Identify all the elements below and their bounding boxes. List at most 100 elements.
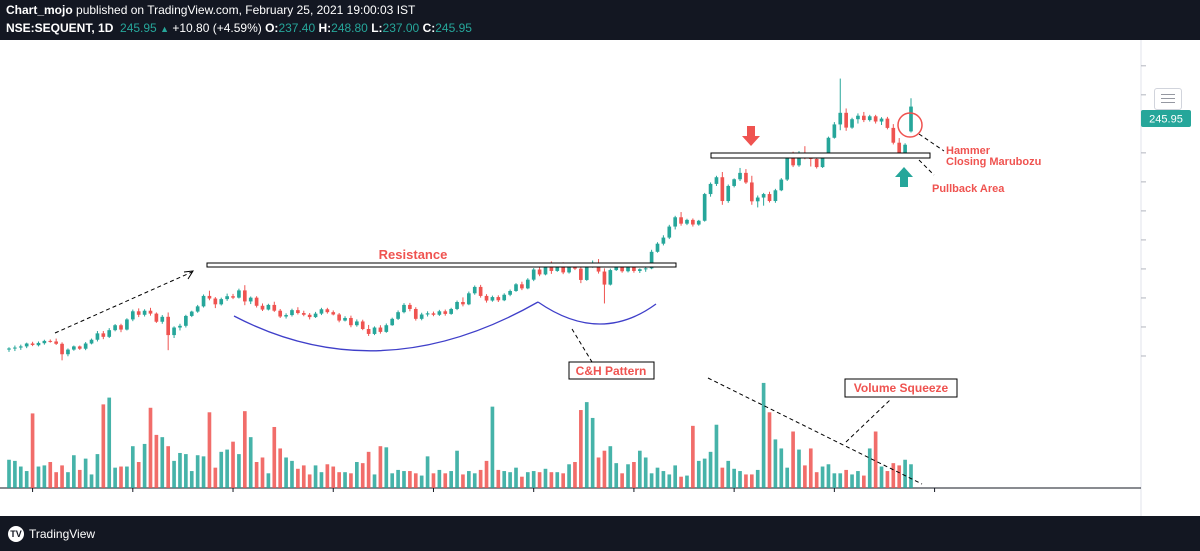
volume-bar — [248, 437, 253, 488]
candle-body — [661, 237, 666, 244]
volume-bar — [708, 451, 713, 488]
candle-body — [909, 106, 913, 132]
candle-body — [307, 314, 312, 318]
candle-body — [225, 296, 229, 300]
candlestick-chart[interactable]: Resistance — [0, 40, 1200, 516]
chart-area[interactable]: Resistance — [0, 40, 1200, 516]
candle-body — [856, 115, 860, 120]
candle-body — [744, 172, 748, 183]
volume-bar — [142, 443, 147, 488]
volume-bar — [237, 454, 241, 488]
candle-body — [850, 119, 854, 128]
high-label: H: — [318, 21, 332, 35]
symbol-label[interactable]: NSE:SEQUENT, 1D — [6, 21, 114, 35]
candle-body — [655, 243, 660, 252]
volume-bar — [685, 475, 689, 488]
volume-bar — [867, 448, 872, 488]
candle-body — [160, 316, 165, 322]
trend-arrow-line[interactable] — [54, 271, 193, 334]
volume-bar — [531, 471, 536, 488]
candle-body — [643, 268, 648, 270]
squeeze-pointer-line — [845, 399, 891, 443]
candle-body — [814, 158, 819, 168]
volume-bar — [419, 475, 424, 488]
candle-body — [897, 142, 902, 154]
candle-body — [296, 310, 300, 314]
candle-body — [402, 304, 406, 313]
volume-bar — [626, 464, 630, 488]
candle-body — [136, 311, 141, 315]
candle-body — [626, 267, 630, 272]
candle-body — [189, 311, 194, 316]
volume-bar — [455, 450, 459, 488]
candle-body — [83, 343, 88, 349]
volume-bar — [873, 431, 878, 488]
volume-bar — [7, 459, 11, 488]
up-arrow-icon — [895, 167, 913, 187]
volume-bar — [30, 413, 35, 488]
hammer-pointer-line — [918, 133, 945, 152]
volume-bar — [803, 465, 807, 488]
candle-body — [867, 116, 872, 121]
volume-bar — [502, 471, 507, 488]
volume-bar — [496, 469, 501, 488]
volume-bar — [266, 473, 271, 488]
menu-icon[interactable] — [1154, 88, 1182, 110]
volume-bar — [366, 451, 371, 488]
resistance-line[interactable] — [206, 262, 677, 268]
author-name[interactable]: Chart_mojo — [6, 3, 73, 17]
volume-bar — [744, 474, 748, 488]
candle-body — [472, 286, 477, 294]
volume-bar — [472, 473, 477, 488]
tradingview-logo[interactable]: TV TradingView — [8, 526, 95, 542]
candle-body — [455, 302, 459, 309]
volume-bar — [83, 458, 88, 488]
pullback-area-box[interactable] — [710, 152, 931, 159]
volume-bar — [643, 457, 648, 488]
volume-squeeze-box — [844, 378, 958, 398]
candle-body — [60, 343, 64, 355]
volume-bar — [579, 410, 583, 488]
hammer-circle[interactable] — [897, 112, 923, 138]
candle-body — [213, 298, 218, 305]
cup-curve[interactable] — [233, 301, 539, 352]
volume-bar — [172, 460, 176, 488]
volume-bar — [136, 462, 141, 488]
volume-bar — [431, 473, 436, 488]
volume-bar — [761, 382, 766, 488]
candle-body — [531, 269, 536, 280]
volume-bar — [844, 469, 848, 488]
volume-bar — [525, 472, 530, 488]
candle-body — [785, 157, 790, 180]
candle-body — [537, 269, 542, 275]
candle-body — [72, 346, 76, 350]
volume-bar — [89, 474, 94, 488]
volume-bar — [814, 472, 819, 488]
candle-body — [714, 177, 719, 184]
trend-arrow-head-icon — [183, 270, 194, 280]
candle-body — [201, 295, 206, 307]
candle-body — [602, 271, 607, 285]
volume-bar — [72, 455, 76, 488]
volume-bar — [307, 474, 312, 488]
candle-body — [24, 343, 29, 347]
candle-body — [36, 342, 41, 346]
handle-curve[interactable] — [537, 301, 657, 325]
volume-bar — [467, 471, 471, 488]
candle-body — [419, 314, 424, 319]
volume-bar — [319, 472, 324, 488]
candle-body — [720, 177, 725, 202]
candle-body — [331, 312, 336, 315]
candle-body — [525, 279, 530, 289]
candle-body — [66, 349, 70, 355]
candle-body — [319, 309, 324, 314]
close-value: 245.95 — [435, 21, 472, 35]
last-price-badge — [1141, 110, 1191, 127]
candle-body — [484, 295, 489, 301]
candle-body — [614, 266, 619, 271]
candle-body — [355, 321, 359, 326]
volume-bar — [602, 450, 607, 488]
volume-squeeze-line[interactable] — [707, 377, 923, 485]
volume-bar — [679, 476, 683, 488]
candle-body — [89, 339, 94, 344]
